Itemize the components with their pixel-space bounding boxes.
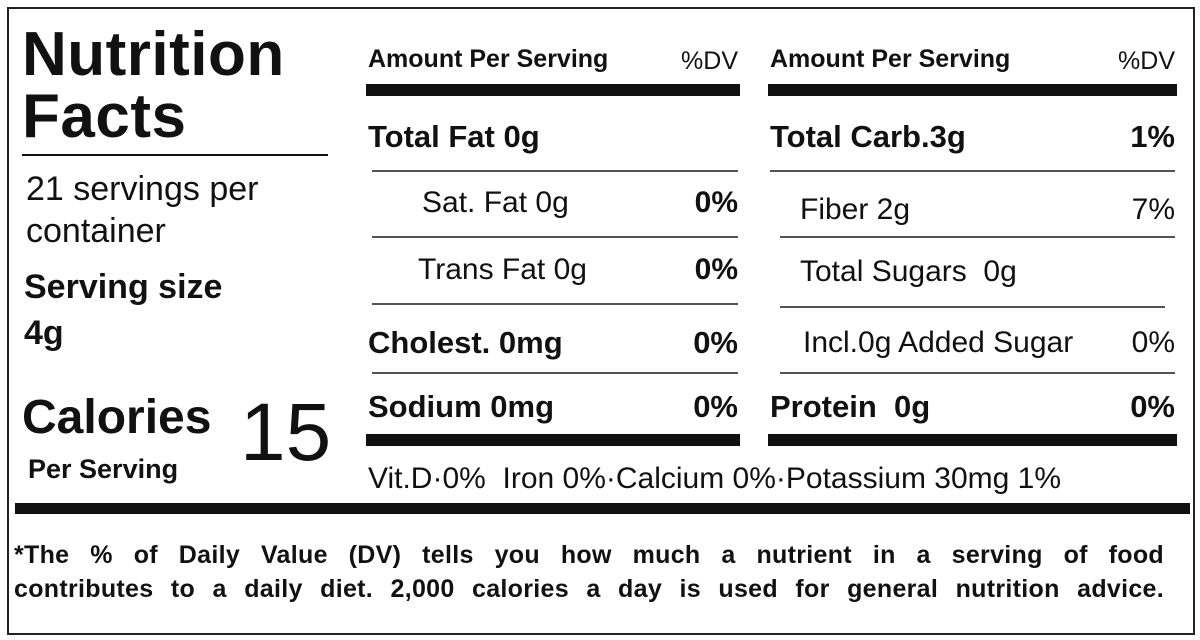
header-amount: Amount Per Serving [770,45,1011,73]
servings: 21 servings per container [26,170,259,250]
header-amount: Amount Per Serving [368,45,609,73]
row-rule [372,303,738,305]
calories-sub: Per Serving [28,454,179,484]
row-rule [780,372,1175,374]
row-dv: 0% [693,389,738,424]
row-rule [372,236,738,238]
row-dv: 1% [1130,119,1175,154]
border [7,7,1195,635]
row-rule [770,170,1175,172]
row-rule [372,170,738,172]
title: Nutrition Facts [22,20,285,151]
footnote-line: *The % of Daily Value (DV) tells you how… [14,541,1164,569]
thick-rule [768,434,1177,446]
header-dv: %DV [681,47,738,75]
row-dv: 0% [693,325,738,360]
row-dv: 0% [694,186,738,219]
row-label: Fiber 2g [800,193,911,226]
row-label: Cholest. 0mg [368,325,563,360]
serving-size-label: Serving size [24,268,223,306]
row-label: Protein 0g [770,389,931,424]
row-rule [372,372,738,374]
thick-rule [366,434,740,446]
calories-label: Calories [22,391,212,444]
row-label: Total Sugars 0g [800,255,1017,288]
row-dv: 0% [694,253,738,286]
row-dv: 0% [1131,326,1175,359]
header-dv: %DV [1118,47,1175,75]
title-rule [22,154,328,156]
row-label: Incl.0g Added Sugar [803,326,1074,359]
row-label: Total Fat 0g [368,119,540,154]
row-dv: 7% [1131,193,1175,226]
row-label: Sodium 0mg [368,389,555,424]
footnote-line: contributes to a daily diet. 2,000 calor… [14,575,1164,603]
thick-rule [366,84,740,96]
calories-value: 15 [240,387,332,478]
row-dv: 0% [1130,389,1175,424]
serving-size-value: 4g [24,314,64,352]
row-label: Trans Fat 0g [418,253,587,286]
row-rule [780,236,1175,238]
micronutrients: Vit.D·0% Iron 0%·Calcium 0%·Potassium 30… [368,462,1062,495]
footnote-rule [15,503,1190,514]
row-label: Total Carb.3g [770,119,966,154]
thick-rule [768,84,1177,96]
row-rule [780,306,1165,308]
row-label: Sat. Fat 0g [422,186,569,219]
